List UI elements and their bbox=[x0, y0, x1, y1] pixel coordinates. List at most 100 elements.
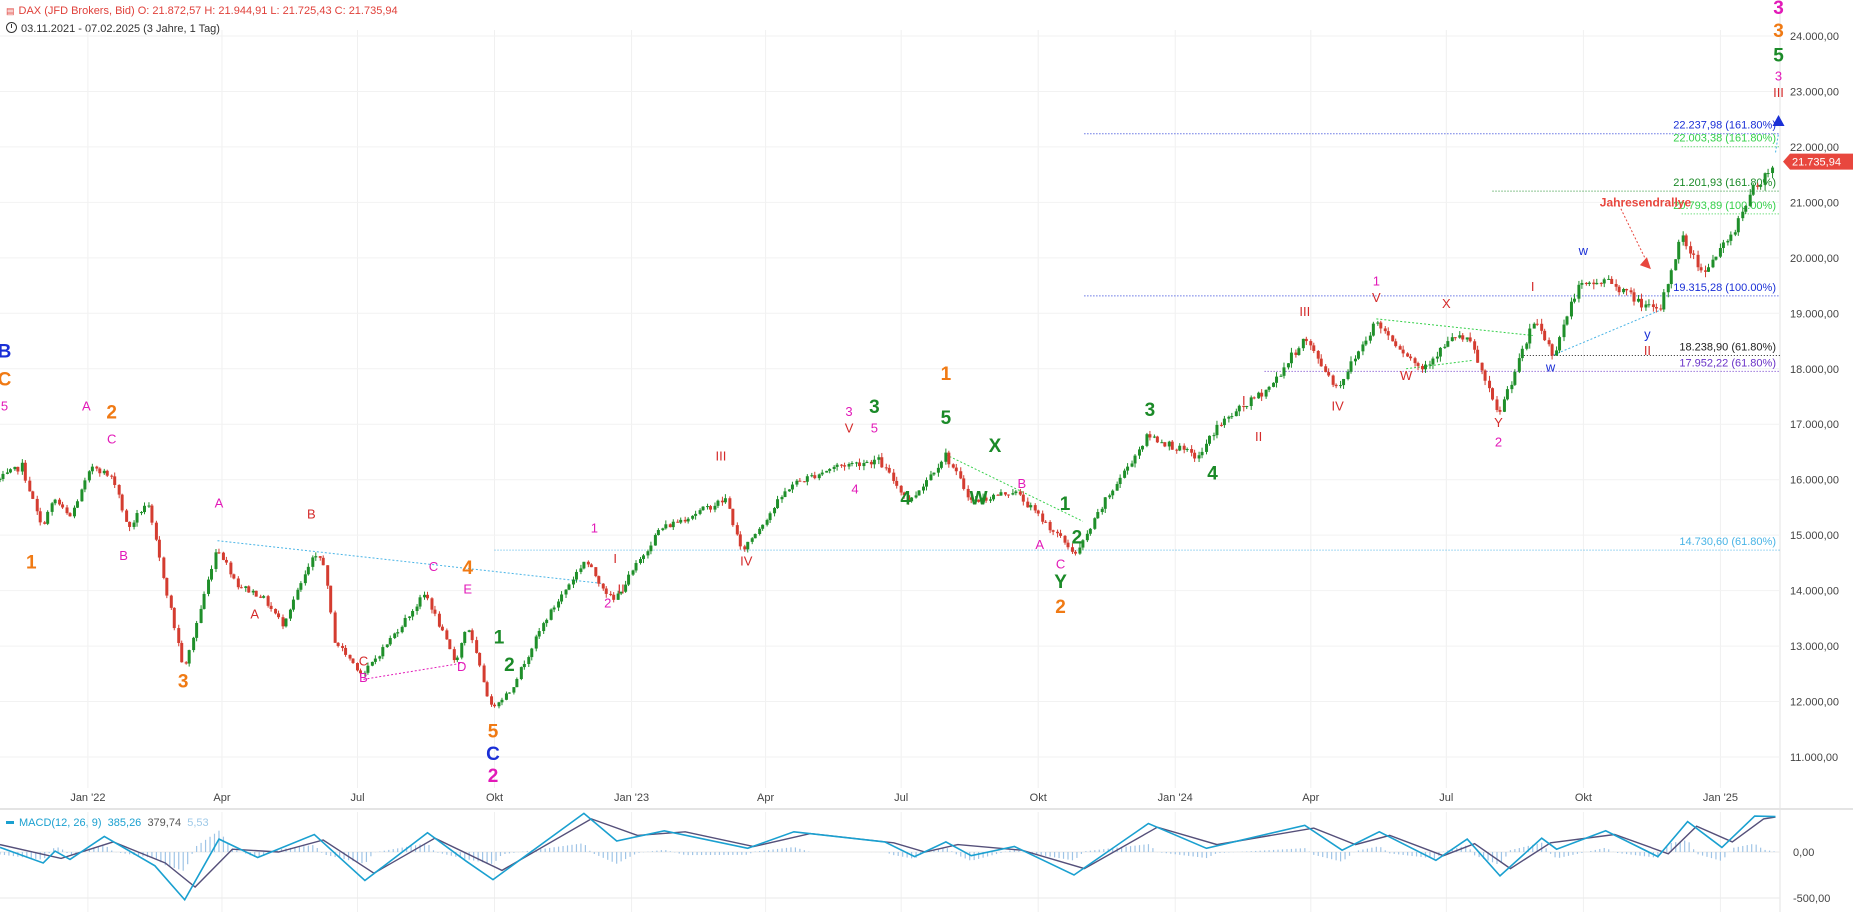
candle-body bbox=[1696, 254, 1700, 268]
candle-body bbox=[95, 466, 99, 469]
candle-body bbox=[1215, 424, 1219, 436]
wave-label: III bbox=[1299, 304, 1310, 319]
candle-body bbox=[165, 577, 169, 596]
wave-label: 3 bbox=[869, 397, 880, 418]
wave-label: D bbox=[457, 659, 466, 674]
candle-body bbox=[847, 464, 851, 467]
clock-icon bbox=[6, 22, 17, 33]
candle-body bbox=[1078, 547, 1082, 554]
candle-body bbox=[1666, 284, 1670, 293]
candle-body bbox=[787, 489, 791, 492]
candle-body bbox=[184, 662, 188, 664]
candle-body bbox=[1587, 282, 1591, 285]
candle-body bbox=[996, 494, 1000, 496]
candle-body bbox=[478, 652, 482, 666]
candle-body bbox=[8, 469, 12, 473]
wave-label: 1 bbox=[494, 627, 505, 648]
wave-label: 5 bbox=[1, 398, 8, 413]
y-tick-label: 13.000,00 bbox=[1790, 641, 1839, 653]
annotation-arrow-line bbox=[1618, 204, 1650, 267]
candle-body bbox=[1669, 270, 1673, 285]
x-tick-label: Jan '23 bbox=[614, 792, 649, 804]
wave-label: B bbox=[307, 507, 316, 522]
candle-body bbox=[810, 475, 814, 477]
wave-label: X bbox=[989, 436, 1002, 457]
candle-body bbox=[214, 552, 218, 569]
wave-label: 4 bbox=[851, 482, 858, 497]
wave-label: 1 bbox=[1373, 274, 1380, 289]
candle-body bbox=[333, 612, 337, 643]
trendline bbox=[945, 454, 1084, 522]
candle-body bbox=[899, 485, 903, 493]
candle-body bbox=[609, 593, 613, 595]
candle-body bbox=[884, 467, 888, 469]
candle-body bbox=[616, 593, 620, 600]
candle-body bbox=[1401, 349, 1405, 354]
wave-label: 1 bbox=[941, 364, 952, 385]
candle-body bbox=[907, 495, 911, 502]
wave-label: B bbox=[0, 342, 11, 363]
candle-body bbox=[463, 631, 467, 644]
candle-body bbox=[1182, 445, 1186, 450]
wave-label: 4 bbox=[900, 489, 911, 510]
wave-label: V bbox=[845, 421, 854, 436]
candle-body bbox=[195, 622, 199, 638]
candle-body bbox=[251, 590, 255, 593]
macd-value: 385,26 bbox=[107, 817, 142, 829]
candle-body bbox=[393, 633, 397, 639]
candle-body bbox=[1540, 323, 1544, 331]
candle-body bbox=[1312, 345, 1316, 351]
candle-body bbox=[244, 586, 248, 588]
candle-body bbox=[773, 508, 777, 514]
candle-body bbox=[723, 498, 727, 503]
chart-title-text: DAX (JFD Brokers, Bid) O: 21.872,57 H: 2… bbox=[18, 5, 398, 17]
candle-body bbox=[1729, 234, 1733, 241]
wave-label: 1 bbox=[26, 552, 37, 573]
candle-body bbox=[1510, 384, 1514, 390]
candle-body bbox=[537, 631, 541, 637]
date-range-text: 03.11.2021 - 07.02.2025 (3 Jahre, 1 Tag) bbox=[21, 23, 220, 35]
candle-body bbox=[403, 617, 407, 627]
wave-label: 3 bbox=[845, 404, 852, 419]
candle-body bbox=[1066, 542, 1070, 548]
candle-body bbox=[1684, 235, 1688, 247]
macd-y-tick-label: 0,00 bbox=[1793, 847, 1814, 859]
candle-body bbox=[1376, 322, 1380, 324]
candle-body bbox=[1275, 376, 1279, 383]
candle-body bbox=[1495, 399, 1499, 410]
candle-body bbox=[1234, 411, 1238, 417]
candle-body bbox=[567, 584, 571, 590]
candle-body bbox=[254, 590, 258, 597]
candle-body bbox=[969, 497, 973, 500]
candle-body bbox=[1029, 505, 1033, 508]
candle-body bbox=[1771, 167, 1775, 174]
candle-body bbox=[102, 470, 106, 474]
wave-label: 5 bbox=[941, 408, 952, 429]
candle-body bbox=[761, 524, 765, 529]
candle-body bbox=[1190, 449, 1194, 453]
candle-body bbox=[288, 609, 292, 619]
x-tick-label: Apr bbox=[757, 792, 774, 804]
candle-body bbox=[1550, 344, 1554, 356]
candle-body bbox=[58, 499, 62, 505]
wave-label: C bbox=[1056, 556, 1065, 571]
candle-body bbox=[147, 505, 151, 507]
candle-body bbox=[746, 541, 750, 550]
candle-body bbox=[13, 466, 17, 470]
candle-body bbox=[1391, 335, 1395, 342]
candle-body bbox=[571, 579, 575, 585]
candle-body bbox=[1286, 363, 1290, 368]
candle-body bbox=[1614, 283, 1618, 287]
y-tick-label: 20.000,00 bbox=[1790, 253, 1839, 265]
candle-body bbox=[207, 579, 211, 594]
candle-body bbox=[1736, 218, 1740, 233]
wave-label: 5 bbox=[1773, 46, 1784, 67]
candle-body bbox=[35, 498, 39, 512]
candle-body bbox=[311, 557, 315, 567]
x-tick-label: Apr bbox=[213, 792, 230, 804]
candle-body bbox=[385, 644, 389, 648]
candle-body bbox=[1070, 547, 1074, 552]
candle-body bbox=[1704, 270, 1708, 272]
candle-body bbox=[180, 642, 184, 663]
